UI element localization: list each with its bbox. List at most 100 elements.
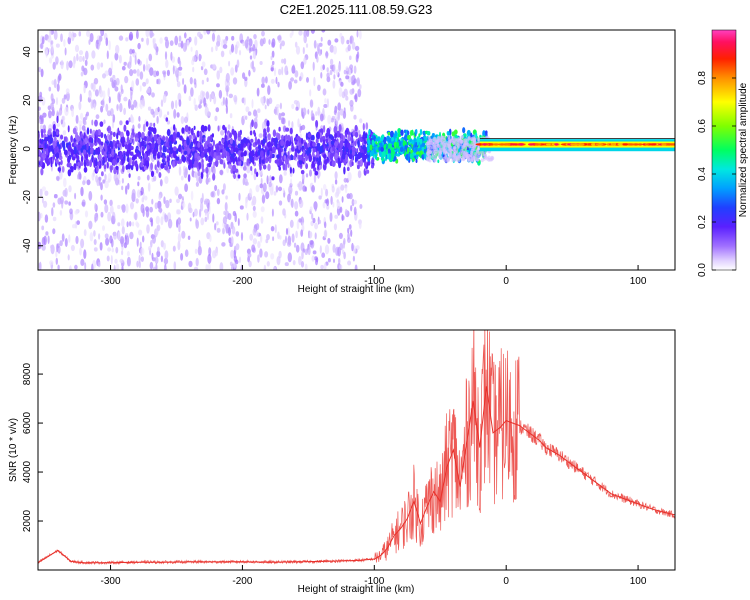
heatmap-cell [275, 185, 279, 193]
heatmap-cell [113, 264, 116, 270]
heatmap-cell [268, 39, 271, 45]
heatmap-cell [260, 96, 265, 104]
heatmap-cell [257, 108, 261, 113]
heatmap-cell [56, 115, 59, 124]
heatmap-cell [390, 130, 394, 138]
heatmap-cell [282, 163, 286, 171]
heatmap-cell [205, 91, 210, 100]
heatmap-cell [320, 72, 323, 79]
y-tick-label: -20 [22, 190, 33, 205]
heatmap-cell [518, 143, 524, 146]
heatmap-cell [293, 155, 296, 161]
heatmap-cell [52, 228, 56, 235]
heatmap-cell [238, 136, 241, 141]
heatmap-cell [218, 89, 223, 99]
heatmap-cell [117, 231, 121, 241]
heatmap-cell [298, 255, 302, 266]
heatmap-cell [310, 140, 314, 149]
heatmap-cell [180, 116, 185, 124]
heatmap-cell [206, 30, 211, 35]
heatmap-cell [265, 191, 270, 200]
heatmap-cell [359, 84, 362, 90]
heatmap-cell [172, 135, 176, 143]
heatmap-cell [256, 87, 260, 97]
heatmap-cell [77, 162, 80, 167]
heatmap-cell [281, 66, 284, 76]
heatmap-cell [349, 55, 352, 61]
heatmap-cell [322, 202, 326, 209]
heatmap-cell [245, 115, 248, 121]
heatmap-cell [125, 164, 129, 170]
heatmap-cell [124, 75, 129, 84]
heatmap-cell [266, 175, 269, 185]
heatmap-cell [43, 128, 46, 134]
heatmap-cell [347, 134, 351, 142]
heatmap-cell [343, 107, 346, 114]
heatmap-cell [130, 134, 134, 140]
snr-noise-trace [38, 330, 675, 565]
heatmap-cell [316, 150, 320, 158]
heatmap-cell [266, 120, 270, 127]
heatmap-cell [313, 167, 317, 172]
heatmap-cell [246, 164, 251, 174]
heatmap-cell [288, 81, 292, 90]
heatmap-cell [303, 142, 307, 147]
heatmap-cell [289, 219, 294, 228]
heatmap-cell [334, 179, 338, 185]
heatmap-cell [438, 147, 442, 152]
heatmap-cell [253, 121, 258, 129]
heatmap-cell [69, 265, 72, 270]
heatmap-cell [108, 67, 113, 77]
heatmap-cell [343, 251, 346, 260]
heatmap-cell [237, 218, 240, 226]
heatmap-cell [453, 152, 457, 157]
heatmap-cell [100, 30, 103, 35]
heatmap-cell [114, 86, 119, 92]
heatmap-cell [40, 68, 44, 78]
heatmap-cell [264, 104, 267, 110]
heatmap-cell [59, 196, 64, 205]
heatmap-cell [347, 260, 352, 266]
heatmap-cell [187, 202, 192, 213]
heatmap-cell [322, 88, 327, 96]
heatmap-cell [55, 56, 59, 65]
colorbar-tick-label: 0.6 [697, 119, 708, 133]
heatmap-cell [61, 97, 66, 104]
heatmap-cell [247, 252, 252, 258]
heatmap-cell [139, 241, 142, 248]
heatmap-cell [183, 156, 186, 162]
heatmap-cell [271, 60, 275, 66]
heatmap-cell [187, 147, 191, 155]
heatmap-cell [315, 120, 319, 128]
heatmap-cell [237, 133, 241, 138]
heatmap-cell [207, 111, 211, 116]
heatmap-cell [350, 75, 354, 83]
heatmap-cell [266, 234, 270, 241]
heatmap-cell [40, 168, 44, 176]
heatmap-cell [84, 210, 89, 218]
heatmap-cell [107, 172, 112, 183]
heatmap-cell [252, 157, 255, 165]
heatmap-cell [110, 61, 113, 71]
heatmap-cell [302, 149, 305, 158]
heatmap-cell [354, 264, 358, 270]
heatmap-cell [188, 36, 192, 43]
heatmap-cell [340, 133, 344, 140]
heatmap-cell [346, 39, 350, 45]
heatmap-cell [131, 80, 135, 91]
heatmap-cell [282, 188, 285, 194]
heatmap-cell [371, 163, 374, 169]
heatmap-cell [110, 255, 113, 265]
heatmap-cell [188, 95, 192, 101]
heatmap-cell [170, 51, 173, 61]
heatmap-cell [225, 146, 230, 152]
heatmap-cell [177, 147, 182, 152]
heatmap-cell [117, 204, 121, 210]
heatmap-cell [446, 149, 450, 154]
heatmap-cell [91, 50, 96, 59]
heatmap-cell [349, 88, 354, 95]
heatmap-cell [463, 133, 467, 138]
heatmap-cell [259, 183, 264, 189]
heatmap-cell [236, 59, 240, 68]
heatmap-cell [167, 218, 173, 229]
